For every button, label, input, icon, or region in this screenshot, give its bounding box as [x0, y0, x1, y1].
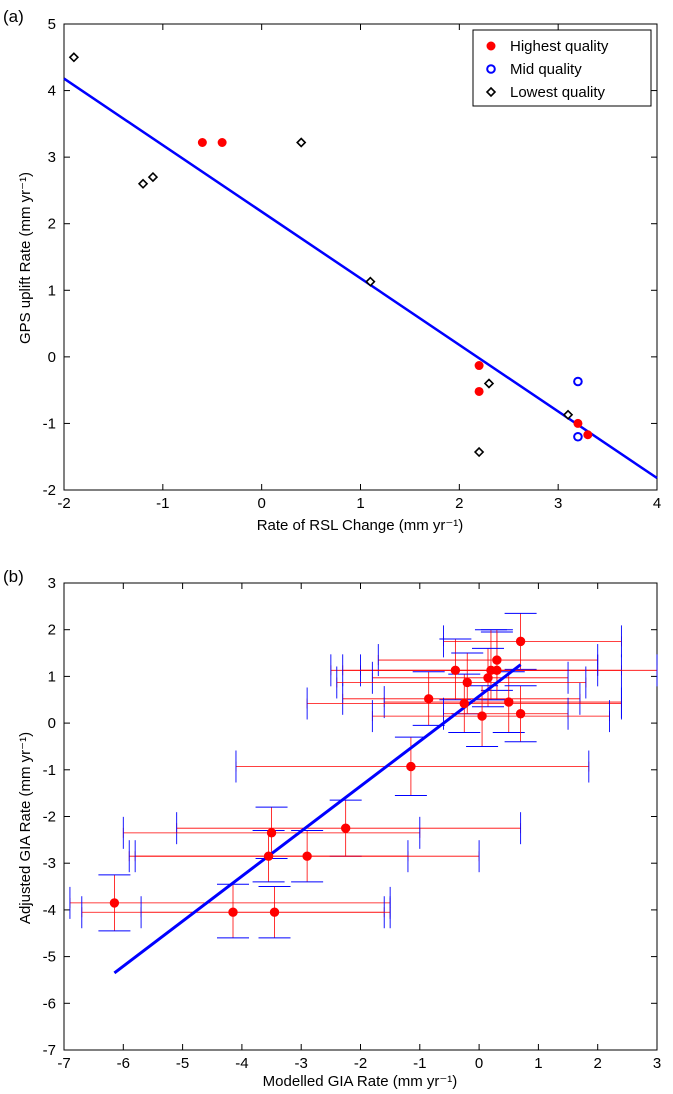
x-tick-label: 2: [594, 1055, 602, 1072]
y-tick-label: -2: [43, 482, 56, 499]
data-point: [583, 430, 593, 440]
x-tick-label: 3: [554, 495, 562, 512]
data-point: [406, 761, 416, 772]
x-tick-label: 1: [356, 495, 364, 512]
data-point: [486, 41, 496, 51]
x-tick-label: -2: [57, 495, 70, 512]
y-axis-label-a: GPS uplift Rate (mm yr⁻¹): [17, 172, 34, 344]
x-tick-label: 3: [653, 1055, 661, 1072]
panel-label-b: (b): [3, 567, 24, 586]
data-point: [474, 361, 484, 371]
y-tick-label: -1: [43, 762, 56, 779]
data-point: [485, 86, 497, 98]
y-tick-label: 0: [48, 349, 56, 366]
data-point: [492, 665, 502, 676]
y-tick-label: -5: [43, 949, 56, 966]
legend-label: Mid quality: [510, 61, 582, 78]
x-tick-label: -2: [354, 1055, 367, 1072]
data-point: [340, 823, 351, 833]
x-tick-label: -6: [117, 1055, 130, 1072]
x-tick-label: -3: [295, 1055, 308, 1072]
x-axis-label-a: Rate of RSL Change (mm yr⁻¹): [257, 517, 464, 534]
y-tick-label: 3: [48, 149, 56, 166]
y-axis-label-b: Adjusted GIA Rate (mm yr⁻¹): [17, 732, 34, 924]
data-point: [573, 431, 583, 442]
data-point: [266, 828, 277, 838]
chart-b: (b) -7 -6 -5 -4 -3 -2 -1 0 1 2 3 -7 -6 -5 -4 -3 -2 -1 0 1 2 3…: [3, 567, 661, 1090]
x-tick-label: 0: [257, 495, 265, 512]
data-point: [269, 907, 280, 917]
regression-line-a: [63, 77, 658, 480]
data-point: [515, 709, 526, 719]
data-point: [365, 276, 376, 287]
y-tick-label: -2: [43, 809, 56, 826]
data-point: [483, 673, 493, 683]
x-tick-label: 4: [653, 495, 661, 512]
legend-label: Highest quality: [510, 38, 609, 55]
y-tick-label: 0: [48, 715, 56, 732]
plot-area-b: -7 -6 -5 -4 -3 -2 -1 0 1 2 3 -7 -6 -5 -4 -3 -2 -1 0 1 2 3: [43, 575, 662, 1072]
legend-box-a: [472, 29, 652, 107]
data-point: [68, 52, 80, 63]
data-point: [486, 64, 496, 74]
data-point: [217, 137, 227, 147]
data-point: [423, 694, 434, 704]
data-point: [573, 418, 583, 428]
data-point: [228, 907, 238, 917]
data-point: [504, 697, 514, 707]
x-tick-label: -1: [156, 495, 169, 512]
data-point: [296, 137, 307, 148]
chart-a: (a) -2 -1 0 1 2 3 4 -2 -1 0 1 2 3 4 5 Highest quality M…: [3, 7, 661, 534]
data-point: [477, 711, 487, 721]
data-point: [263, 851, 274, 861]
data-point: [459, 698, 469, 709]
data-point: [515, 636, 526, 647]
x-tick-label: -4: [235, 1055, 248, 1072]
y-tick-label: -4: [43, 902, 56, 919]
plot-area-a: -2 -1 0 1 2 3 4 -2 -1 0 1 2 3 4 5: [43, 16, 662, 512]
data-point: [197, 137, 207, 147]
regression-line-b: [113, 663, 522, 975]
y-tick-label: 2: [48, 622, 56, 639]
y-tick-label: 2: [48, 216, 56, 233]
y-tick-label: 1: [48, 282, 56, 299]
x-tick-label: 1: [534, 1055, 542, 1072]
data-point: [302, 851, 312, 861]
data-point: [137, 178, 149, 189]
y-tick-label: -1: [43, 415, 56, 432]
data-point: [473, 446, 485, 458]
y-tick-label: -7: [43, 1042, 56, 1059]
x-tick-label: 0: [475, 1055, 483, 1072]
data-point: [147, 171, 159, 183]
data-point: [562, 409, 574, 420]
y-tick-label: 4: [48, 83, 56, 100]
data-point: [109, 898, 120, 908]
y-tick-label: 1: [48, 668, 56, 685]
x-tick-label: 2: [455, 495, 463, 512]
legend-label: Lowest quality: [510, 84, 606, 101]
data-point: [483, 378, 495, 389]
data-point: [462, 677, 472, 688]
data-point: [573, 376, 583, 387]
legend-a: Highest quality Mid quality Lowest quality: [472, 29, 652, 107]
data-point: [492, 655, 502, 665]
x-tick-label: -5: [176, 1055, 189, 1072]
panel-label-a: (a): [3, 7, 24, 26]
x-axis-label-b: Modelled GIA Rate (mm yr⁻¹): [263, 1073, 458, 1090]
y-tick-label: 5: [48, 16, 56, 33]
x-tick-label: -7: [57, 1055, 70, 1072]
y-tick-label: -3: [43, 855, 56, 872]
y-tick-label: 3: [48, 575, 56, 592]
data-point: [474, 386, 484, 396]
y-tick-label: -6: [43, 995, 56, 1012]
x-tick-label: -1: [413, 1055, 426, 1072]
data-point: [450, 665, 461, 676]
